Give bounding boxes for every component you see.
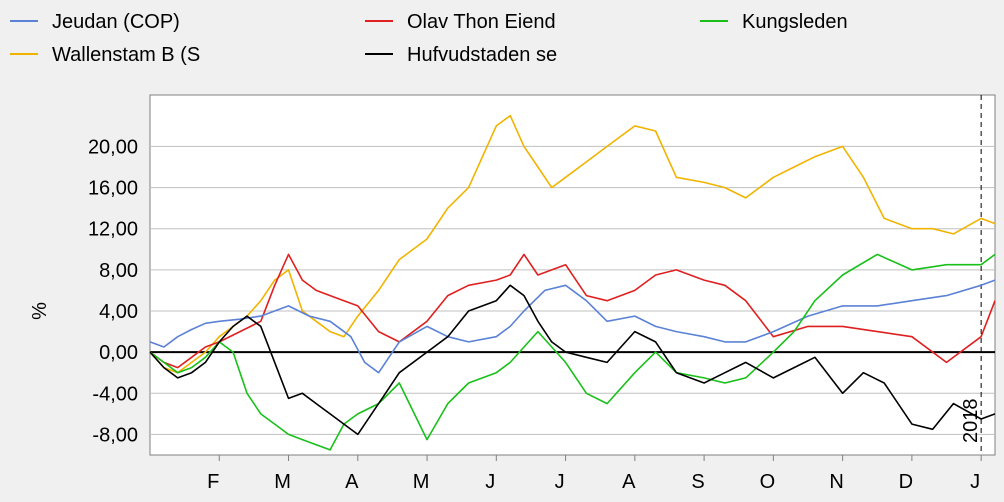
y-tick-label: -4,00 <box>92 383 138 405</box>
x-tick-label: M <box>274 471 291 493</box>
x-tick-label: S <box>691 471 704 493</box>
x-tick-label: A <box>622 471 636 493</box>
x-tick-label: J <box>555 471 565 493</box>
y-axis-label: % <box>29 302 51 320</box>
y-tick-label: 4,00 <box>99 301 138 323</box>
grid: 2018 <box>150 95 995 455</box>
x-tick-label: J <box>485 471 495 493</box>
legend-label: Jeudan (COP) <box>52 11 180 33</box>
series-layer <box>149 114 996 451</box>
series-line-0 <box>149 279 996 374</box>
legend: Jeudan (COP) Olav Thon Eiend Kungsleden Wal… <box>10 11 848 66</box>
y-tick-label: 12,00 <box>88 219 138 241</box>
series-line-2 <box>149 253 996 451</box>
y-tick-label: 0,00 <box>99 342 138 364</box>
y-tick-label: 8,00 <box>99 260 138 282</box>
x-tick-label: F <box>207 471 219 493</box>
legend-label: Olav Thon Eiend <box>407 11 556 33</box>
y-tick-label: 16,00 <box>88 178 138 200</box>
x-tick-label: O <box>760 471 776 493</box>
y-tick-label: -8,00 <box>92 424 138 446</box>
x-tick-label: N <box>829 471 843 493</box>
x-tick-label: A <box>345 471 359 493</box>
series-line-3 <box>149 114 996 374</box>
y-tick-label: 20,00 <box>88 136 138 158</box>
x-tick-label: J <box>970 471 980 493</box>
legend-label: Wallenstam B (S <box>52 44 200 66</box>
series-line-1 <box>149 253 996 369</box>
legend-label: Kungsleden <box>742 11 848 33</box>
x-tick-label: M <box>413 471 430 493</box>
year-marker-label: 2018 <box>960 399 982 444</box>
y-axis-ticks: -8,00 -4,00 0,00 4,00 8,00 12,00 16,00 20,00 <box>88 136 138 446</box>
legend-label: Hufvudstaden se <box>407 44 557 66</box>
x-tick-label: D <box>899 471 913 493</box>
series-line-4 <box>149 284 996 436</box>
